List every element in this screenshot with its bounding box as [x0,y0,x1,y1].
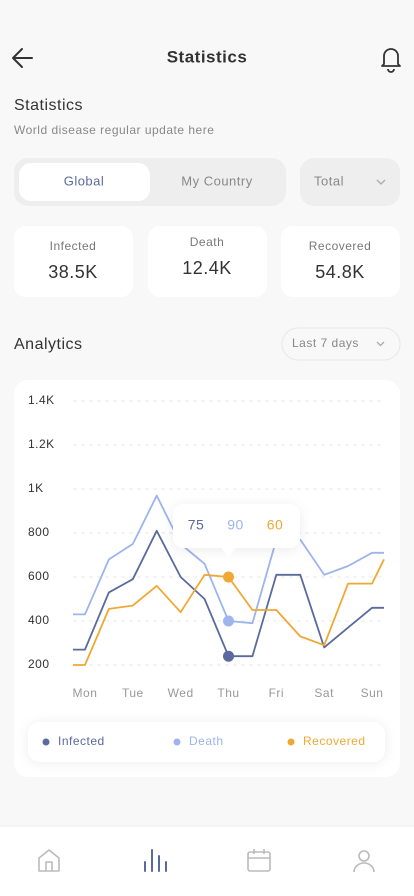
nav-profile[interactable] [353,850,375,873]
x-tick-label: Sat [314,686,334,700]
range-dropdown[interactable] [281,327,401,361]
highlight-point [223,615,234,627]
chevron [376,341,385,347]
y-tick-label: 1K [28,481,44,495]
x-tick-label: Tue [122,686,144,700]
y-tick-label: 1.4K [28,393,55,407]
x-tick-label: Wed [168,686,194,700]
tab-active[interactable] [19,163,150,201]
tooltip-value: 90 [227,517,244,533]
chart-card [14,380,400,777]
section-title: Statistics [14,97,83,114]
analytics-title: Analytics [14,336,83,353]
y-tick-label: 200 [28,657,50,671]
x-tick-label: Thu [217,686,239,700]
stat-label: Infected [50,239,97,253]
chevron [376,179,386,185]
tooltip-value: 75 [188,517,205,533]
stat-value: 54.8K [315,262,365,282]
legend-dot [287,738,295,746]
bottom-nav [0,826,414,896]
highlight-point [223,571,234,583]
legend-label: Death [189,734,224,748]
stat-value: 12.4K [182,258,232,278]
y-tick-label: 600 [28,569,50,583]
stat-label: Death [190,235,225,249]
stat-card [281,226,400,297]
tooltip-box [173,504,300,548]
header-title: Statistics [167,47,248,66]
nav-statistics[interactable] [144,849,167,872]
y-tick-label: 800 [28,525,50,539]
tab-label[interactable]: Global [64,173,105,188]
filter-dropdown[interactable] [300,158,400,206]
legend-dot [42,738,50,746]
stat-value: 38.5K [48,262,98,282]
tooltip-value: 60 [267,517,284,533]
filter-label: Total [314,173,344,188]
nav-home[interactable] [38,849,60,872]
range-label: Last 7 days [292,336,359,350]
back-button[interactable] [12,48,33,68]
legend-label: Recovered [303,734,366,748]
y-tick-label: 1.2K [28,437,55,451]
stat-card [148,226,267,297]
x-tick-label: Fri [269,686,285,700]
stat-card [14,226,133,297]
x-tick-label: Mon [73,686,98,700]
x-tick-label: Sun [361,686,384,700]
tooltip-pointer [220,547,237,557]
section-subtitle: World disease regular update here [14,123,214,137]
chart: 200 400 600 800 1K 1.2K 1.4K Mon Tue Wed Thu Fri Sat… [28,393,385,762]
legend-box [28,722,385,762]
legend-label: Infected [58,734,105,748]
tab-label[interactable]: My Country [181,173,252,188]
legend-dot [173,738,181,746]
stat-label: Recovered [309,239,372,253]
y-tick-label: 400 [28,613,50,627]
highlight-point [223,650,234,662]
notification-button[interactable] [381,48,401,73]
nav-calendar[interactable] [247,849,271,872]
